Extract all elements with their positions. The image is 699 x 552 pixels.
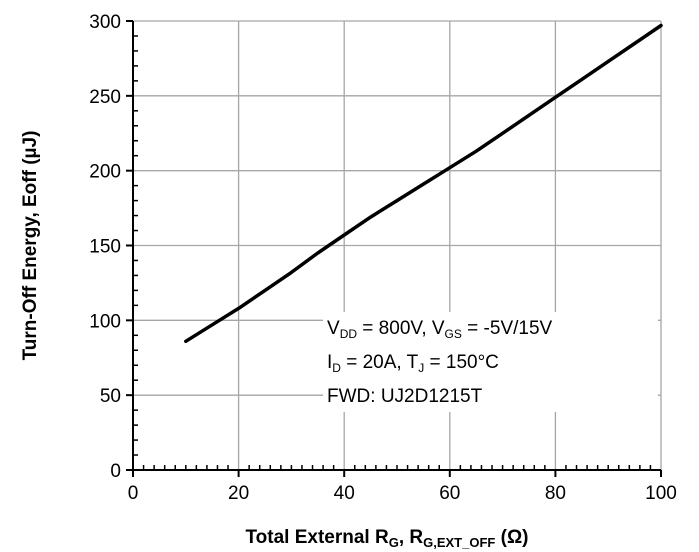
y-tick-label: 100 [89, 311, 121, 332]
x-axis-title-subscript: G [389, 535, 399, 550]
annotation-block: VDD = 800V, VGS = -5V/15V ID = 20A, TJ = … [327, 318, 553, 407]
x-axis-title-subscript: G,EXT_OFF [423, 535, 495, 550]
annotation-line: ID = 20A, TJ = 150°C [327, 352, 499, 375]
x-axis-title: Total External RG, RG,EXT_OFF (Ω) [245, 527, 528, 550]
y-axis-title: Turn-Off Energy, Eoff (µJ) [20, 131, 41, 361]
y-tick-label: 0 [110, 461, 121, 482]
series-group [184, 23, 663, 344]
x-tick-label: 20 [228, 483, 249, 504]
y-tick-label: 150 [89, 237, 121, 258]
x-tick-label: 60 [439, 483, 460, 504]
annotation-line: VDD = 800V, VGS = -5V/15V [327, 318, 553, 341]
x-axis-title-text: Total External R [245, 527, 389, 548]
annotation-text: FWD: UJ2D1215T [327, 386, 483, 407]
annotation-text: I [327, 352, 332, 373]
y-tick-label: 250 [89, 87, 121, 108]
y-tick-label: 200 [89, 162, 121, 183]
axes [126, 20, 662, 477]
x-tick-label: 80 [545, 483, 566, 504]
y-tick-label: 300 [89, 12, 121, 33]
annotation-line: FWD: UJ2D1215T [327, 386, 483, 407]
annotation-subscript: J [418, 361, 424, 375]
y-tick-label: 50 [100, 386, 121, 407]
x-axis-title-text: (Ω) [495, 527, 528, 548]
annotation-text: V [327, 318, 340, 339]
x-axis-title-text: , R [399, 527, 424, 548]
annotation-text: = 150°C [424, 352, 499, 373]
annotation-background [323, 312, 658, 412]
annotation-subscript: D [332, 361, 341, 375]
x-tick-labels: 0 20 40 60 80 100 [128, 483, 677, 504]
x-tick-label: 40 [334, 483, 355, 504]
annotation-text: = 20A, T [341, 352, 419, 373]
x-tick-label: 100 [645, 483, 677, 504]
annotation-text: = -5V/15V [462, 318, 553, 339]
y-tick-labels: 0 50 100 150 200 250 300 [89, 12, 121, 482]
x-tick-label: 0 [128, 483, 139, 504]
annotation-text: = 800V, V [357, 318, 445, 339]
series-line [184, 23, 663, 344]
annotation-subscript: DD [340, 327, 358, 341]
annotation-subscript: GS [445, 327, 462, 341]
